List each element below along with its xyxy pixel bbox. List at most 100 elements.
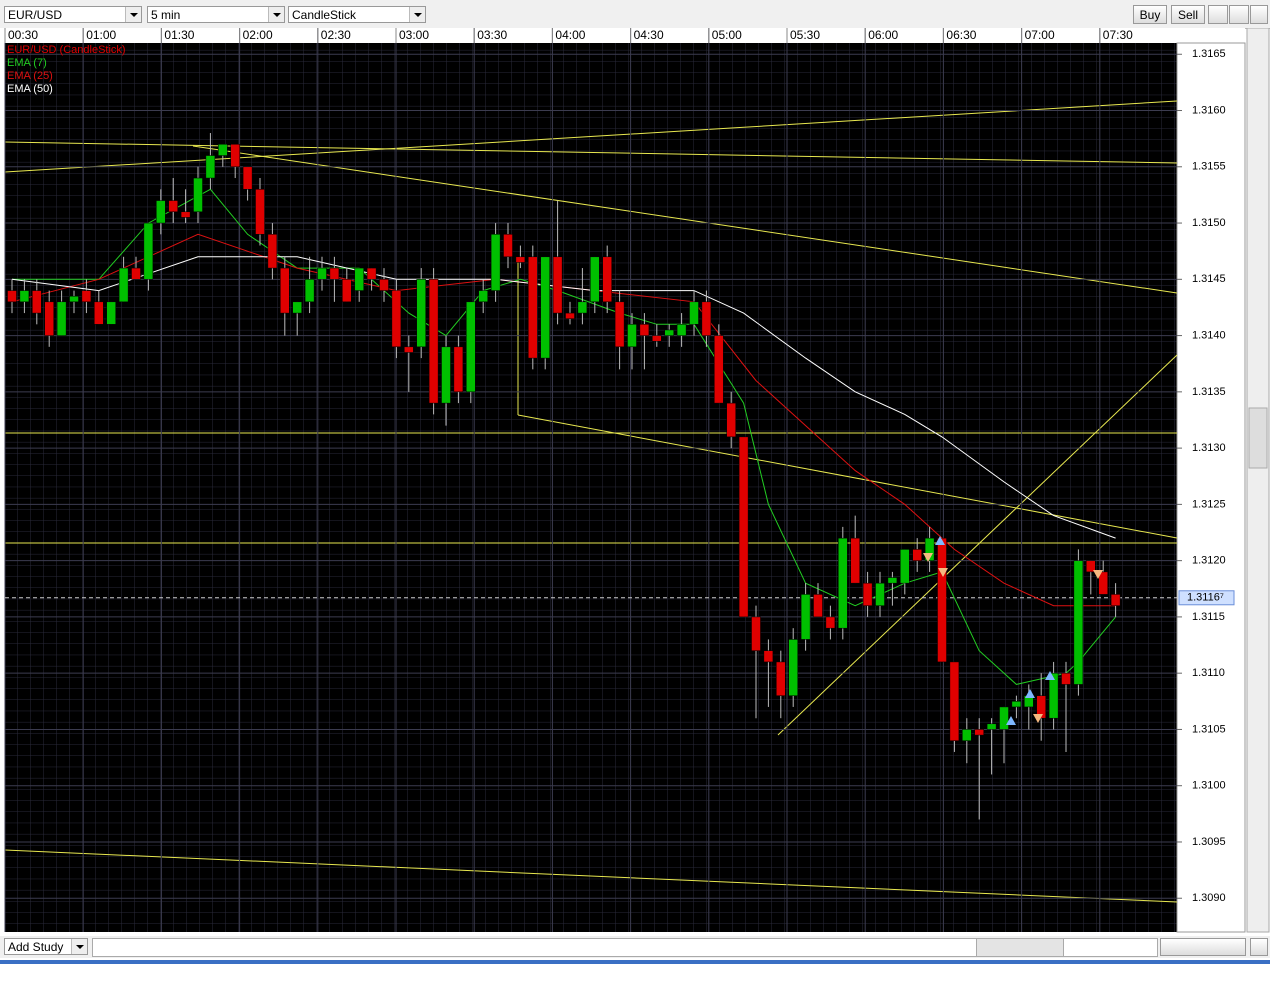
candle-body — [800, 594, 811, 640]
candle-body — [156, 200, 166, 224]
candle-body — [366, 267, 377, 280]
x-tick-label: 02:00 — [243, 28, 273, 42]
candle-body — [106, 301, 116, 325]
candle-body — [986, 723, 997, 730]
y-tick-label: 1.3130 — [1192, 442, 1226, 454]
candle-body — [999, 706, 1009, 730]
candle-body — [962, 729, 972, 741]
legend-entry: EUR/USD (CandleStick) — [7, 44, 126, 56]
candle-body — [19, 290, 30, 303]
candle-body — [726, 402, 736, 438]
candle-body — [974, 729, 984, 736]
candle-body — [924, 537, 935, 561]
x-tick-label: 00:30 — [8, 28, 38, 42]
sell-signal — [923, 553, 933, 562]
x-tick-label: 04:00 — [555, 28, 585, 42]
candle-body — [453, 346, 464, 393]
candle-body — [776, 661, 786, 696]
candle-body — [168, 200, 178, 213]
candle-body — [267, 234, 278, 269]
candle-body — [1086, 560, 1096, 573]
chart-type-select[interactable]: CandleStick — [288, 6, 426, 23]
candle-body — [205, 155, 216, 179]
tool-button[interactable] — [1208, 5, 1228, 24]
scroll-thumb[interactable] — [1248, 407, 1268, 469]
y-tick-label: 1.3145 — [1192, 273, 1226, 285]
candle-body — [1048, 672, 1059, 719]
toolbar: EUR/USD 5 min CandleStick Buy Sell — [0, 0, 1270, 29]
candle-body — [255, 189, 265, 235]
interval-select[interactable]: 5 min — [147, 6, 285, 23]
candle-body — [69, 295, 79, 303]
candle-body — [292, 301, 302, 314]
candle-body — [763, 650, 774, 663]
candle-body — [738, 436, 749, 618]
vertical-scrollbar[interactable] — [1246, 28, 1270, 933]
x-tick-label: 01:00 — [86, 28, 116, 42]
buy-signal — [1025, 689, 1035, 698]
candle-body — [428, 279, 439, 404]
candle-body — [416, 279, 426, 348]
dropdown-arrow — [125, 7, 141, 22]
candle-body — [404, 346, 414, 353]
x-tick-label: 03:00 — [399, 28, 429, 42]
chart-type: CandleStick — [292, 8, 357, 22]
candle-body — [664, 329, 674, 336]
candle-body — [230, 144, 240, 168]
candle-body — [280, 267, 290, 314]
window-button[interactable] — [1250, 5, 1268, 24]
add-study-select[interactable]: Add Study — [4, 938, 88, 955]
sell-button[interactable]: Sell — [1171, 5, 1205, 24]
horizontal-scrollbar[interactable] — [92, 938, 1158, 957]
reset-button[interactable] — [1250, 938, 1268, 956]
candle-body — [1073, 560, 1084, 685]
y-tick-label: 1.3140 — [1192, 329, 1226, 341]
x-tick-label: 06:00 — [868, 28, 898, 42]
draw-button[interactable] — [1229, 5, 1249, 24]
symbol-select[interactable]: EUR/USD — [4, 6, 142, 23]
candle-body — [825, 616, 836, 629]
series-layer: 1.3165 1.3160 1.3155 1.3150 1.3145 1.3140 1.31… — [4, 28, 1235, 932]
zoom-controls[interactable] — [1160, 938, 1246, 956]
y-tick-label: 1.3110 — [1192, 667, 1225, 679]
minor-grid — [5, 43, 1177, 932]
candle-body — [887, 577, 898, 584]
buy-button[interactable]: Buy — [1133, 5, 1167, 24]
price-marker-bg — [1178, 590, 1235, 606]
candle-body — [354, 267, 364, 291]
candle-body — [602, 256, 612, 303]
candle-body — [143, 222, 154, 280]
add-study: Add Study — [8, 940, 64, 954]
candle-body — [131, 267, 141, 280]
trend-line — [4, 141, 1178, 164]
candle-body — [1110, 594, 1121, 606]
y-tick-label: 1.3155 — [1192, 161, 1226, 173]
ema-line — [11, 233, 1116, 607]
candle-body — [7, 290, 17, 303]
candle-body — [788, 639, 798, 696]
candle-body — [94, 301, 104, 325]
candle-body — [478, 290, 488, 303]
signal-arrows — [923, 536, 1103, 725]
candle-body — [242, 166, 253, 190]
candle-body — [875, 582, 885, 606]
candle-body — [56, 301, 67, 336]
candle-body — [379, 279, 389, 291]
x-tick-label: 07:30 — [1103, 28, 1133, 42]
sell-signal — [938, 568, 948, 577]
candle-body — [627, 324, 637, 348]
symbol: EUR/USD — [8, 8, 63, 22]
scroll-thumb[interactable] — [976, 939, 1064, 956]
candle-body — [614, 301, 625, 348]
candle-body — [1061, 672, 1071, 685]
trend-line — [4, 100, 1178, 173]
candle-body — [850, 537, 860, 584]
y-tick-label: 1.3095 — [1192, 836, 1226, 848]
time-axis-bg — [0, 28, 1245, 43]
candle-body — [44, 301, 54, 336]
x-tick-label: 06:30 — [946, 28, 976, 42]
candle-body — [552, 256, 563, 314]
trend-line — [777, 354, 1178, 736]
candle-body — [466, 301, 476, 393]
